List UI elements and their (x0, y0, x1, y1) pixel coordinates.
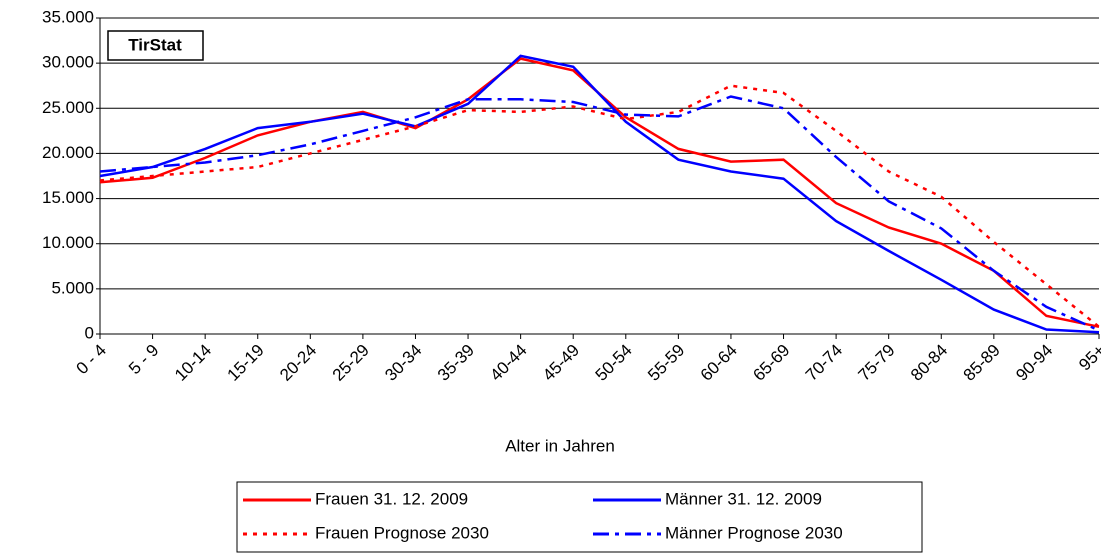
x-tick-label: 20-24 (276, 341, 320, 385)
x-tick-label: 10-14 (171, 341, 215, 385)
y-tick-label: 0 (85, 323, 94, 342)
x-tick-label: 30-34 (381, 341, 425, 385)
series-line (99, 57, 1100, 329)
x-tick-label: 60-64 (697, 341, 741, 385)
y-tick-label: 25.000 (42, 98, 94, 117)
x-tick-label: 95+ (1075, 341, 1101, 375)
legend-label: Männer Prognose 2030 (665, 523, 843, 542)
x-tick-label: 70-74 (802, 341, 846, 385)
y-tick-label: 15.000 (42, 188, 94, 207)
x-tick-label: 40-44 (486, 341, 530, 385)
legend-box (236, 481, 923, 553)
y-tick-label: 20.000 (42, 143, 94, 162)
x-tick-label: 55-59 (644, 341, 688, 385)
x-tick-label: 25-29 (329, 341, 373, 385)
series-line (99, 95, 1100, 332)
x-tick-label: 45-49 (539, 341, 583, 385)
x-tick-label: 65-69 (749, 341, 793, 385)
series-line (99, 54, 1100, 334)
y-tick-label: 30.000 (42, 53, 94, 72)
y-tick-label: 5.000 (51, 278, 94, 297)
legend-label: Frauen 31. 12. 2009 (315, 489, 468, 508)
x-tick-label: 90-94 (1012, 341, 1056, 385)
x-tick-label: 50-54 (592, 341, 636, 385)
x-tick-label: 5 - 9 (125, 341, 162, 378)
series-line (99, 84, 1100, 328)
x-tick-label: 85-89 (960, 341, 1004, 385)
legend-label: Männer 31. 12. 2009 (665, 489, 822, 508)
x-tick-label: 15-19 (224, 341, 268, 385)
x-tick-label: 0 - 4 (73, 341, 110, 378)
annotation: TirStat (128, 35, 182, 54)
x-tick-label: 80-84 (907, 341, 951, 385)
x-axis-title: Alter in Jahren (505, 436, 615, 455)
x-tick-label: 75-79 (855, 341, 899, 385)
legend-label: Frauen Prognose 2030 (315, 523, 489, 542)
x-tick-label: 35-39 (434, 341, 478, 385)
annotation-box (107, 30, 204, 61)
y-tick-label: 35.000 (42, 7, 94, 26)
y-tick-label: 10.000 (42, 233, 94, 252)
